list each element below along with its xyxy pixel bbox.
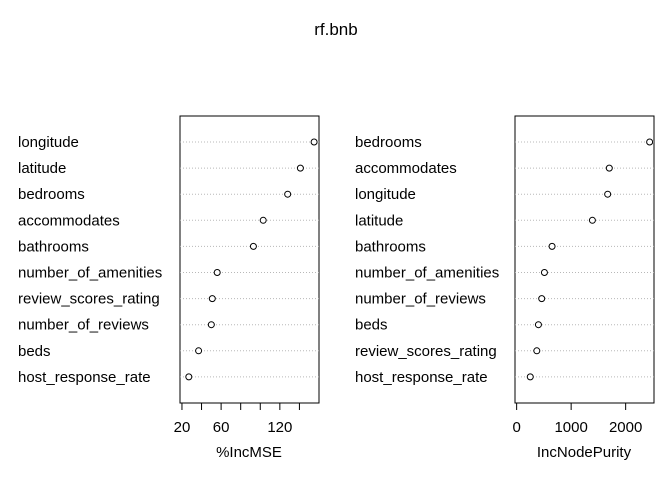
category-label: number_of_amenities xyxy=(355,265,499,282)
points-incmse xyxy=(185,138,318,381)
data-point xyxy=(208,295,216,303)
x-tick-label: 0 xyxy=(512,419,520,436)
category-label: review_scores_rating xyxy=(355,343,497,360)
x-tick-label: 120 xyxy=(267,419,292,436)
category-labels-incnodepurity: bedrooms accommodates longitude latitude bat… xyxy=(355,134,499,386)
x-axis-incnodepurity: 0 1000 2000 xyxy=(512,402,642,436)
category-label: accommodates xyxy=(355,160,457,177)
grid-incnodepurity xyxy=(515,141,654,378)
category-label: accommodates xyxy=(18,212,120,229)
category-label: latitude xyxy=(18,160,66,177)
data-point xyxy=(296,164,304,172)
data-point xyxy=(548,242,556,250)
panel-incnodepurity: bedrooms accommodates longitude latitude bat… xyxy=(355,115,655,461)
category-label: beds xyxy=(18,343,51,360)
data-point xyxy=(249,242,257,250)
panel-incmse: longitude latitude bedrooms accommodates bat… xyxy=(18,115,320,461)
data-point xyxy=(646,138,654,146)
data-point xyxy=(538,295,546,303)
data-point xyxy=(284,190,292,198)
plot-frame-incnodepurity xyxy=(514,115,655,404)
x-tick-label: 60 xyxy=(213,419,230,436)
data-point xyxy=(605,164,613,172)
data-point xyxy=(259,216,267,224)
figure-title: rf.bnb xyxy=(314,20,357,39)
data-point xyxy=(533,347,541,355)
data-point xyxy=(195,347,203,355)
category-label: bathrooms xyxy=(355,238,426,255)
data-point xyxy=(534,321,542,329)
category-label: number_of_reviews xyxy=(355,291,486,308)
data-point xyxy=(526,373,534,381)
data-point xyxy=(185,373,193,381)
data-point xyxy=(207,321,215,329)
x-axis-incmse: 20 60 120 xyxy=(174,402,300,436)
category-label: latitude xyxy=(355,212,403,229)
grid-incmse xyxy=(180,141,319,378)
category-label: review_scores_rating xyxy=(18,291,160,308)
points-incnodepurity xyxy=(526,138,654,381)
x-axis-label-incmse: %IncMSE xyxy=(216,444,282,461)
plot-frame-incmse xyxy=(179,115,320,404)
x-tick-label: 20 xyxy=(174,419,191,436)
category-label: bedrooms xyxy=(355,134,422,151)
data-point xyxy=(588,216,596,224)
category-label: number_of_amenities xyxy=(18,265,162,282)
category-label: bedrooms xyxy=(18,186,85,203)
x-tick-label: 1000 xyxy=(554,419,587,436)
category-label: host_response_rate xyxy=(355,369,488,386)
category-label: longitude xyxy=(18,134,79,151)
data-point xyxy=(310,138,318,146)
category-label: host_response_rate xyxy=(18,369,151,386)
category-label: longitude xyxy=(355,186,416,203)
x-axis-label-incnodepurity: IncNodePurity xyxy=(537,444,632,461)
data-point xyxy=(540,269,548,276)
category-labels-incmse: longitude latitude bedrooms accommodates bat… xyxy=(18,134,162,386)
category-label: bathrooms xyxy=(18,238,89,255)
data-point xyxy=(604,190,612,198)
x-tick-label: 2000 xyxy=(609,419,642,436)
category-label: beds xyxy=(355,317,388,334)
category-label: number_of_reviews xyxy=(18,317,149,334)
data-point xyxy=(213,269,221,276)
